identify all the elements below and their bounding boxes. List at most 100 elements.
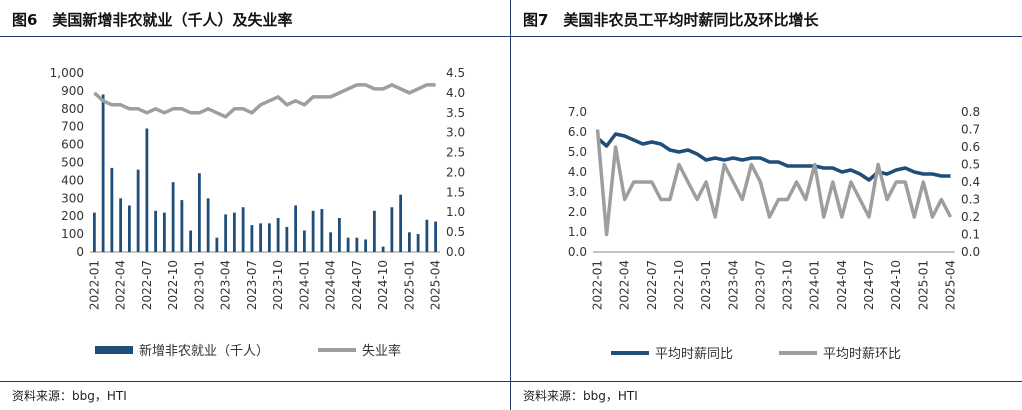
bar xyxy=(101,94,105,252)
y-right-tick-label: 0.8 xyxy=(961,105,980,119)
x-tick-label: 2023-04 xyxy=(219,260,233,310)
bar xyxy=(390,207,394,252)
y-left-tick-label: 1.0 xyxy=(568,225,587,239)
y-left-tick-label: 400 xyxy=(61,173,84,187)
bar xyxy=(329,232,333,252)
x-tick-label: 2024-10 xyxy=(889,260,903,310)
bar xyxy=(399,194,403,252)
x-tick-label: 2024-04 xyxy=(324,260,338,310)
y-left-tick-label: 500 xyxy=(61,156,84,170)
y-right-tick-label: 0.4 xyxy=(961,175,980,189)
bar xyxy=(276,217,280,252)
y-left-tick-label: 6.0 xyxy=(568,125,587,139)
series-line xyxy=(595,129,953,237)
y-right-tick-label: 2.5 xyxy=(446,146,465,160)
x-tick-label: 2025-01 xyxy=(402,260,416,310)
y-left-tick-label: 1,000 xyxy=(50,66,84,80)
payrolls-unemployment-chart: 0 100 200 300 400 500 600 700 800 900 1,000 0.0 0.5 1… xyxy=(50,66,465,359)
x-tick-label: 2023-10 xyxy=(271,260,285,310)
series-line xyxy=(596,132,951,182)
bar xyxy=(162,212,166,252)
chart-title: 图7 美国非农员工平均时薪同比及环比增长 xyxy=(523,11,819,29)
x-tick-label: 2023-07 xyxy=(245,260,259,310)
bar xyxy=(294,205,298,252)
legend-label: 平均时薪环比 xyxy=(823,347,901,362)
y-right-tick-label: 0.5 xyxy=(446,225,465,239)
bar xyxy=(197,173,201,252)
x-tick-label: 2022-07 xyxy=(140,260,154,310)
x-tick-label: 2023-04 xyxy=(726,260,740,310)
y-left-tick-label: 600 xyxy=(61,138,84,152)
bar xyxy=(372,210,376,252)
x-tick-label: 2022-01 xyxy=(87,260,101,310)
hourly-earnings-chart: 0.0 1.0 2.0 3.0 4.0 5.0 6.0 7.0 0.0 0.1 0.2 0.3 0.4 0… xyxy=(568,105,980,362)
y-right-tick-label: 3.5 xyxy=(446,106,465,120)
title-rule xyxy=(511,36,1022,37)
bar xyxy=(180,200,184,252)
y-right-tick-label: 0.6 xyxy=(961,140,980,154)
bar xyxy=(145,128,149,252)
bar xyxy=(206,198,210,252)
bar xyxy=(311,210,315,252)
bar xyxy=(381,246,385,252)
legend-swatch xyxy=(95,346,133,354)
x-tick-label: 2022-04 xyxy=(618,260,632,310)
x-tick-label: 2025-04 xyxy=(429,260,443,310)
y-right-tick-label: 4.0 xyxy=(446,86,465,100)
x-tick-label: 2023-01 xyxy=(192,260,206,310)
series-line xyxy=(93,83,436,119)
bar xyxy=(425,219,429,252)
y-left-tick-label: 200 xyxy=(61,209,84,223)
bar xyxy=(232,212,236,252)
bar xyxy=(110,167,114,252)
bar xyxy=(92,212,96,252)
y-right-tick-label: 0.0 xyxy=(446,245,465,259)
legend-label: 平均时薪同比 xyxy=(655,347,733,362)
chart-title-bar: 图7 美国非农员工平均时薪同比及环比增长 xyxy=(511,0,1022,34)
x-tick-label: 2022-01 xyxy=(591,260,605,310)
y-right-tick-label: 0.3 xyxy=(961,193,980,207)
x-tick-label: 2025-01 xyxy=(916,260,930,310)
bar xyxy=(154,210,158,252)
x-tick-label: 2022-04 xyxy=(114,260,128,310)
y-left-tick-label: 7.0 xyxy=(568,105,587,119)
y-left-tick-label: 4.0 xyxy=(568,165,587,179)
y-left-tick-label: 700 xyxy=(61,120,84,134)
bar xyxy=(302,230,306,252)
bar xyxy=(127,205,131,252)
x-tick-label: 2024-04 xyxy=(835,260,849,310)
bar xyxy=(259,223,263,252)
bar xyxy=(320,209,324,252)
bar xyxy=(434,221,438,252)
chart-title-bar: 图6 美国新增非农就业（千人）及失业率 xyxy=(0,0,511,34)
y-left-tick-label: 5.0 xyxy=(568,145,587,159)
x-tick-label: 2023-01 xyxy=(699,260,713,310)
bar xyxy=(171,182,175,252)
y-right-tick-label: 1.5 xyxy=(446,185,465,199)
legend-label: 失业率 xyxy=(362,343,401,359)
legend-label: 新增非农就业（千人） xyxy=(139,343,269,359)
bar xyxy=(355,237,359,252)
y-left-tick-label: 800 xyxy=(61,102,84,116)
bar xyxy=(416,234,420,252)
source-rule xyxy=(511,381,1022,382)
bar xyxy=(250,225,254,252)
bar xyxy=(136,169,140,252)
bar xyxy=(224,214,228,252)
y-right-tick-label: 4.5 xyxy=(446,66,465,80)
source-note: 资料来源：bbg，HTI xyxy=(523,389,638,403)
bar xyxy=(241,207,245,252)
y-left-tick-label: 3.0 xyxy=(568,185,587,199)
title-rule xyxy=(0,36,511,37)
x-tick-label: 2024-01 xyxy=(297,260,311,310)
bar xyxy=(337,217,341,252)
y-right-tick-label: 0.5 xyxy=(961,158,980,172)
y-left-tick-label: 0 xyxy=(76,245,84,259)
chart-title: 图6 美国新增非农就业（千人）及失业率 xyxy=(12,11,293,29)
y-left-tick-label: 2.0 xyxy=(568,205,587,219)
bar xyxy=(267,223,271,252)
source-note: 资料来源：bbg，HTI xyxy=(12,389,127,403)
bar xyxy=(189,230,193,252)
x-tick-label: 2022-07 xyxy=(645,260,659,310)
bar xyxy=(346,237,350,252)
